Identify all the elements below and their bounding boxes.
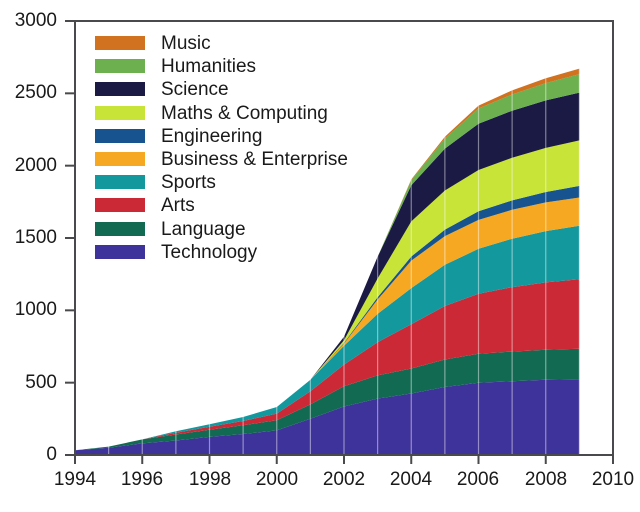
legend-label: Maths & Computing xyxy=(161,102,328,124)
legend-label: Humanities xyxy=(161,55,257,77)
legend-swatch xyxy=(95,222,145,236)
y-tick-label: 1500 xyxy=(14,227,57,248)
legend-label: Science xyxy=(161,78,229,100)
legend-item-arts: Arts xyxy=(95,194,195,216)
legend-label: Arts xyxy=(161,194,195,216)
legend-swatch xyxy=(95,36,145,50)
area-science xyxy=(75,92,580,451)
legend-item-humanities: Humanities xyxy=(95,55,257,77)
x-tick-label: 2000 xyxy=(255,469,299,490)
legend-swatch xyxy=(95,59,145,73)
area-maths-computing xyxy=(75,140,580,451)
legend-label: Engineering xyxy=(161,125,263,147)
x-tick-label: 2002 xyxy=(322,469,366,490)
legend-label: Business & Enterprise xyxy=(161,148,348,170)
legend-swatch xyxy=(95,82,145,96)
legend-swatch xyxy=(95,129,145,143)
legend-label: Music xyxy=(161,32,211,54)
x-tick-label: 2004 xyxy=(389,469,433,490)
area-technology xyxy=(75,379,580,455)
y-tick-label: 0 xyxy=(46,444,57,465)
x-tick-label: 2008 xyxy=(524,469,568,490)
legend-swatch xyxy=(95,152,145,166)
legend-swatch xyxy=(95,198,145,212)
area-business-enterprise xyxy=(75,197,580,451)
area-arts xyxy=(75,279,580,451)
y-tick-label: 3000 xyxy=(14,10,57,31)
legend-item-science: Science xyxy=(95,78,229,100)
legend-item-technology: Technology xyxy=(95,241,258,263)
y-tick-label: 2500 xyxy=(14,82,57,103)
legend-label: Sports xyxy=(161,171,216,193)
area-language xyxy=(75,348,580,451)
legend-label: Technology xyxy=(161,241,258,263)
x-tick-label: 1994 xyxy=(53,469,97,490)
legend-swatch xyxy=(95,106,145,120)
legend-item-language: Language xyxy=(95,218,246,240)
legend-label: Language xyxy=(161,218,246,240)
x-tick-label: 2010 xyxy=(591,469,635,490)
y-tick-label: 500 xyxy=(25,372,57,393)
legend-swatch xyxy=(95,175,145,189)
legend-item-business-enterprise: Business & Enterprise xyxy=(95,148,348,170)
y-tick-label: 1000 xyxy=(14,299,57,320)
y-tick-label: 2000 xyxy=(14,155,57,176)
legend-swatch xyxy=(95,245,145,259)
legend-item-engineering: Engineering xyxy=(95,125,263,147)
legend-item-music: Music xyxy=(95,32,211,54)
area-sports xyxy=(75,225,580,451)
x-tick-label: 1998 xyxy=(188,469,232,490)
legend-item-sports: Sports xyxy=(95,171,216,193)
x-tick-label: 1996 xyxy=(120,469,164,490)
legend-item-maths-computing: Maths & Computing xyxy=(95,102,328,124)
x-tick-label: 2006 xyxy=(456,469,500,490)
